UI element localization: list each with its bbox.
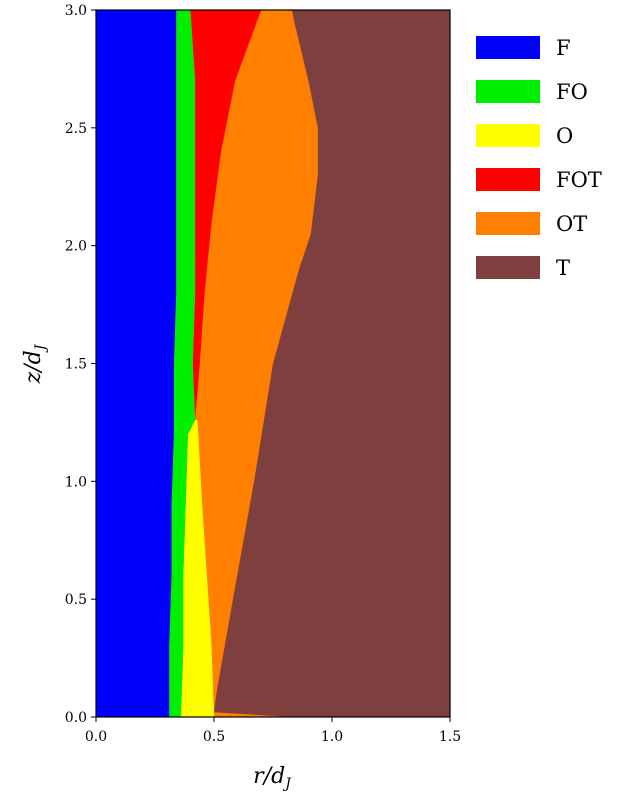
y-tick-label: 1.0	[65, 474, 87, 490]
legend: F FO O FOT OT T	[476, 36, 602, 280]
region-fo	[169, 10, 196, 717]
legend-label-o: O	[556, 124, 573, 148]
region-fot	[190, 10, 262, 421]
legend-label-fo: FO	[556, 80, 588, 104]
legend-swatch-ot	[476, 212, 540, 235]
legend-swatch-fot	[476, 168, 540, 191]
region-f	[96, 10, 177, 717]
legend-swatch-o	[476, 124, 540, 147]
legend-label-t: T	[556, 256, 570, 280]
legend-swatch-t	[476, 256, 540, 279]
legend-label-fot: FOT	[556, 168, 602, 192]
x-tick-label: 1.0	[321, 729, 343, 745]
legend-swatch-f	[476, 36, 540, 59]
legend-swatch-fo	[476, 80, 540, 103]
legend-label-f: F	[556, 36, 571, 60]
y-tick-label: 2.5	[65, 121, 87, 137]
region-o	[181, 420, 214, 717]
x-tick-label: 0.0	[85, 729, 107, 745]
x-axis: 0.0 0.5 1.0 1.5	[85, 717, 461, 745]
y-tick-label: 1.5	[65, 357, 87, 373]
x-tick-label: 0.5	[203, 729, 225, 745]
y-axis: 0.0 0.5 1.0 1.5 2.0 2.5 3.0	[65, 3, 96, 726]
legend-label-ot: OT	[556, 212, 587, 236]
y-tick-label: 2.0	[65, 239, 87, 255]
y-tick-label: 3.0	[65, 3, 87, 19]
regions	[96, 10, 450, 717]
y-tick-label: 0.5	[65, 592, 87, 608]
x-tick-label: 1.5	[439, 729, 461, 745]
y-tick-label: 0.0	[65, 710, 87, 726]
